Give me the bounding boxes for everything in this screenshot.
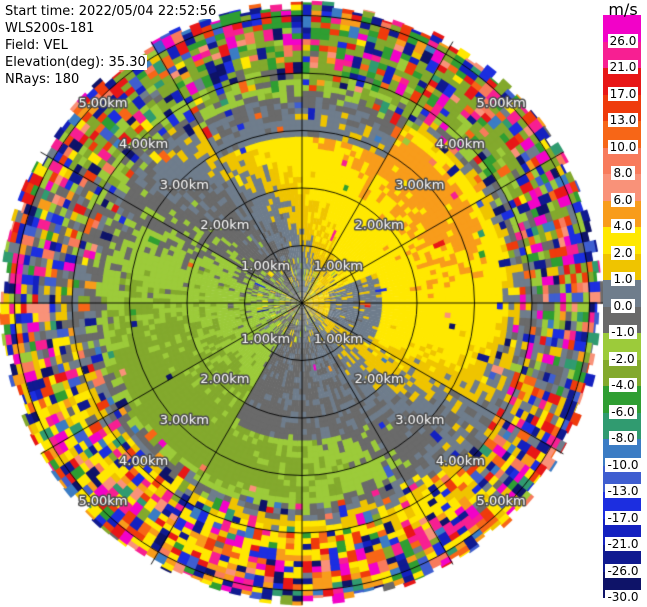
colorbar-segment — [603, 147, 641, 174]
colorbar-segment — [603, 174, 641, 201]
nrays-label: NRays: 180 — [4, 72, 81, 87]
colorbar-segment — [603, 280, 641, 307]
velocity-colorbar — [603, 15, 641, 598]
colorbar-segment — [603, 41, 641, 68]
scan-info-block: Start time: 2022/05/04 22:52:56 WLS200s-… — [4, 3, 218, 88]
colorbar-segment — [603, 386, 641, 413]
colorbar-segment — [603, 121, 641, 148]
colorbar-segment — [603, 359, 641, 386]
colorbar-segment — [603, 200, 641, 227]
colorbar-segment — [603, 545, 641, 572]
instrument-name: WLS200s-181 — [4, 21, 96, 36]
colorbar-segment — [603, 306, 641, 333]
field-name: Field: VEL — [4, 38, 69, 53]
colorbar-segment — [603, 412, 641, 439]
scan-start-time: Start time: 2022/05/04 22:52:56 — [4, 4, 218, 19]
colorbar-segment — [603, 94, 641, 121]
colorbar-segment — [603, 68, 641, 95]
colorbar-units-label: m/s — [608, 0, 638, 19]
colorbar-segment — [603, 492, 641, 519]
colorbar-segment — [603, 333, 641, 360]
colorbar-segment — [603, 571, 641, 598]
colorbar-segment — [603, 518, 641, 545]
colorbar-segment — [603, 465, 641, 492]
colorbar-segment — [603, 439, 641, 466]
colorbar-segment — [603, 253, 641, 280]
elevation-label: Elevation(deg): 35.30 — [4, 55, 147, 70]
colorbar-segment — [603, 227, 641, 254]
